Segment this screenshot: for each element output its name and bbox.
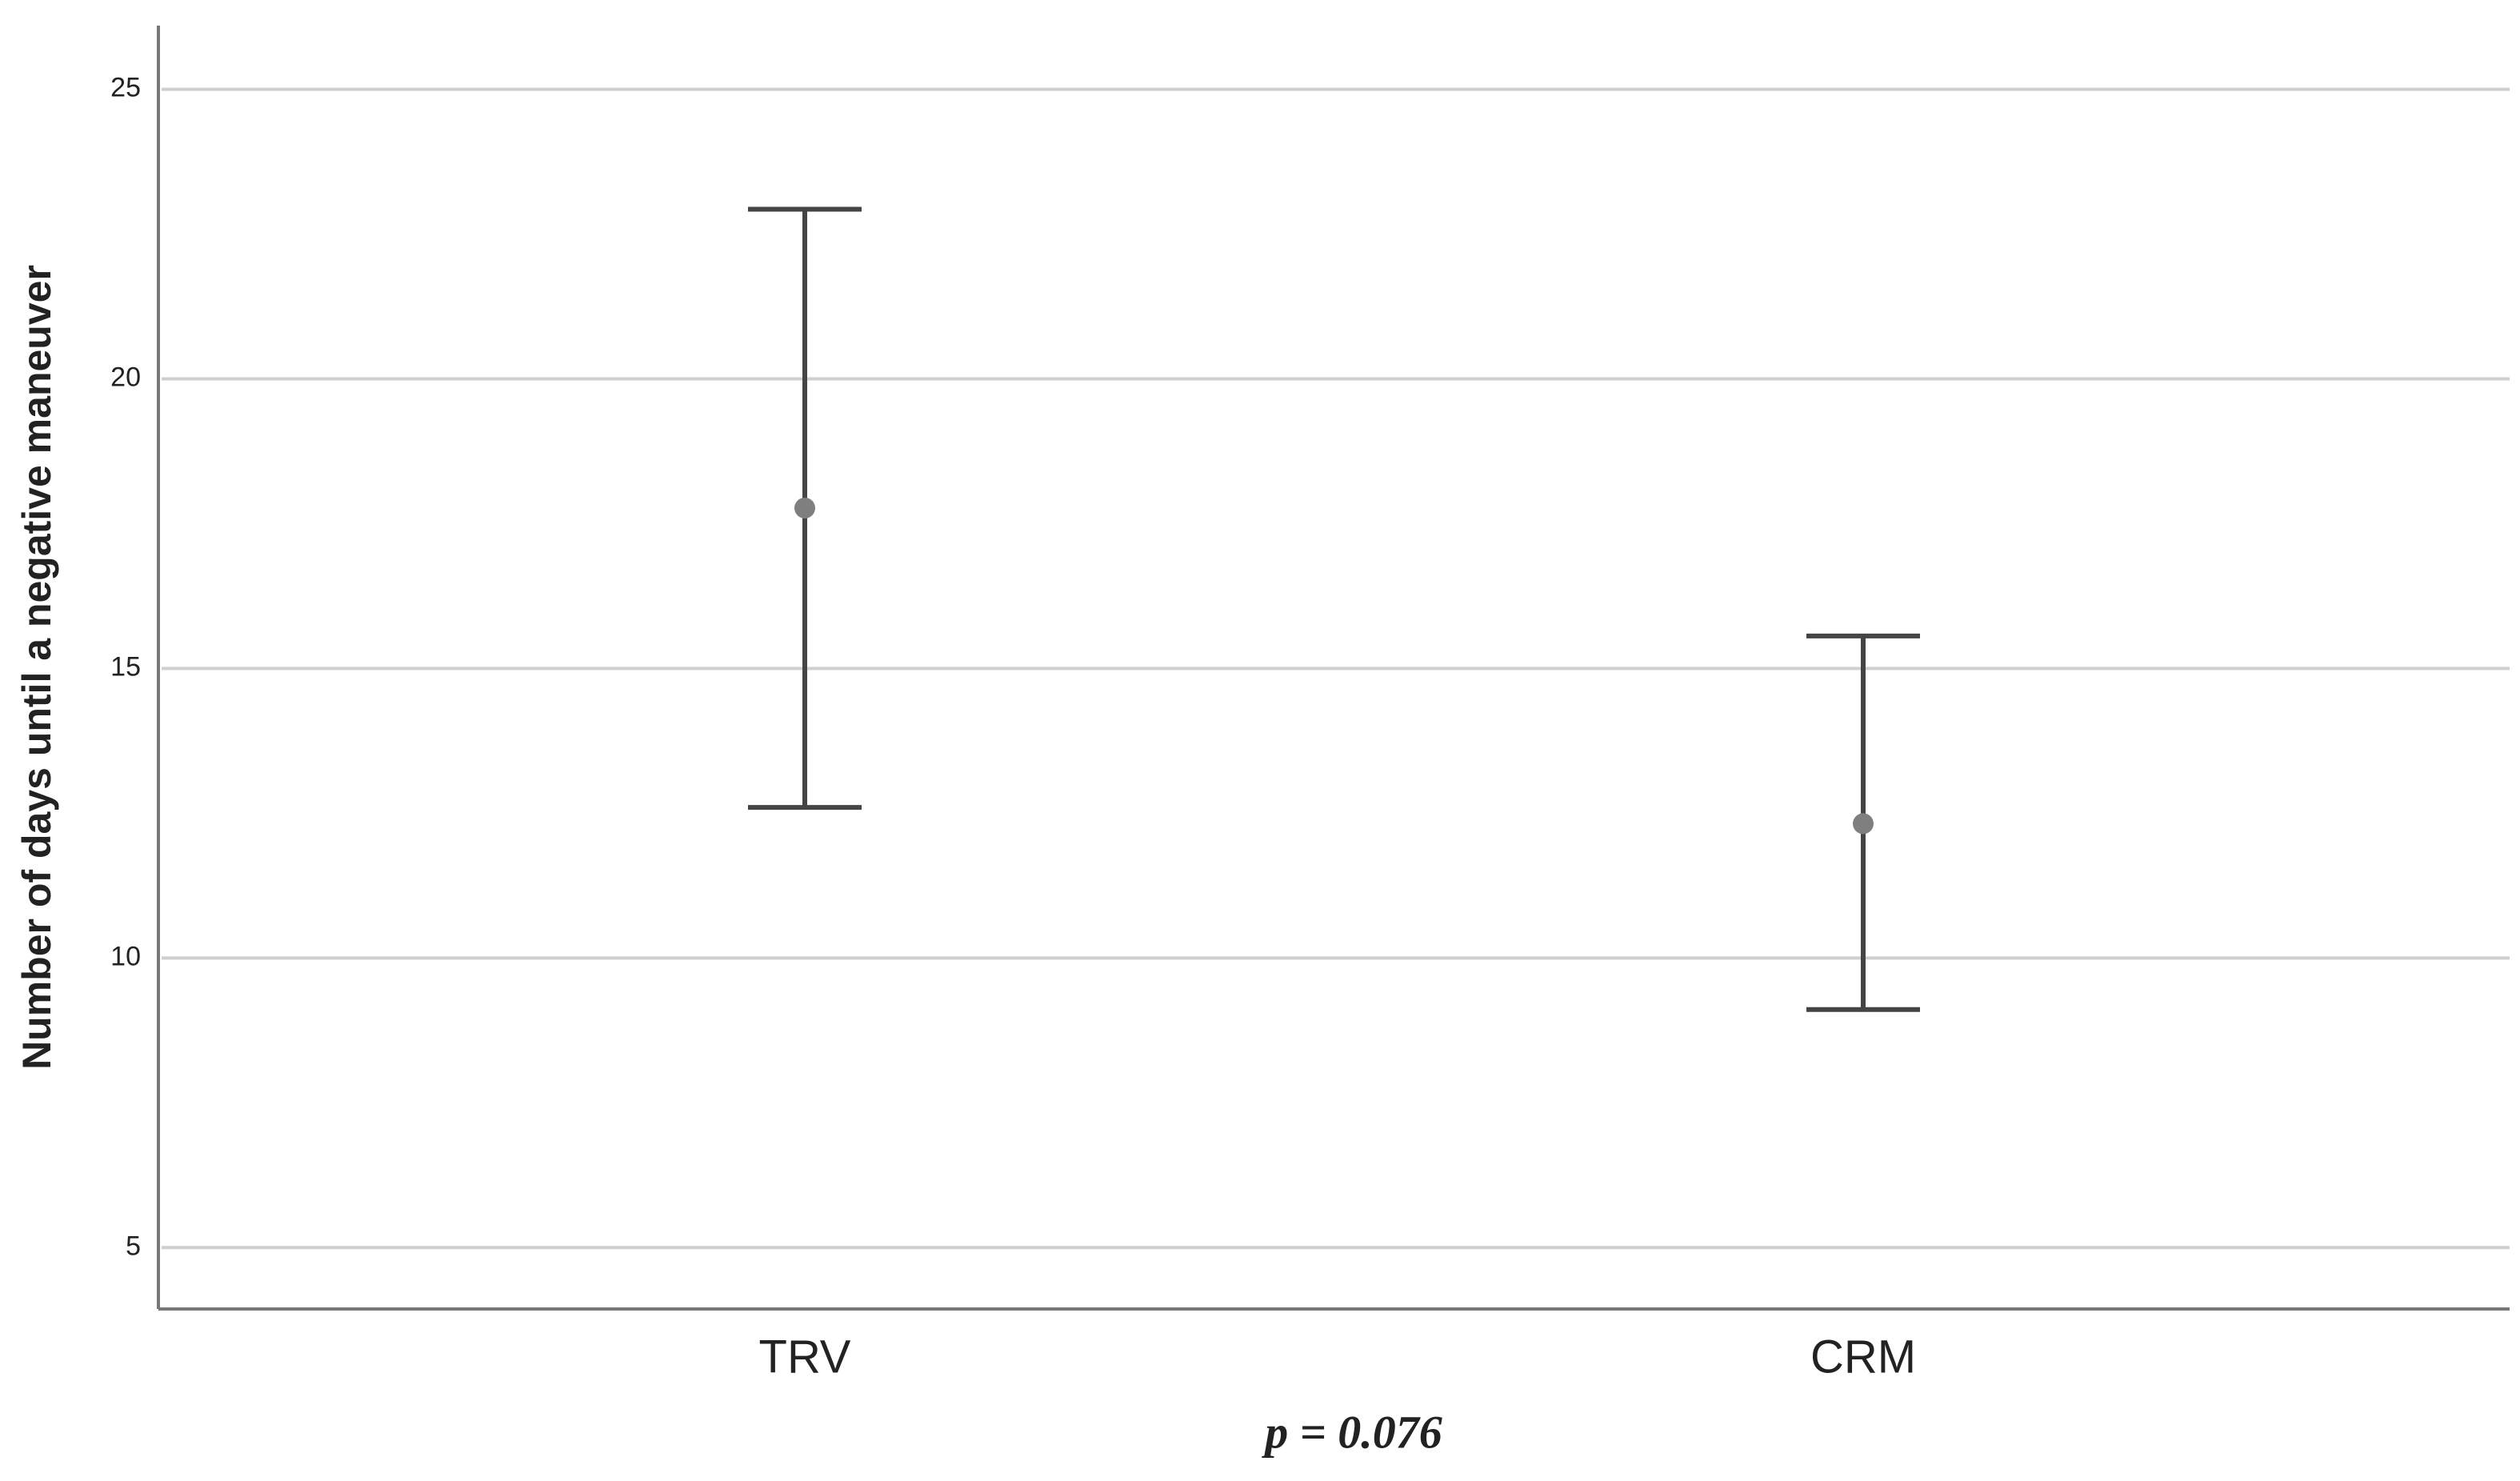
p-value-annotation: p = 0.076 xyxy=(1261,1406,1442,1458)
x-tick-label: TRV xyxy=(759,1331,851,1383)
x-tick-label: CRM xyxy=(1810,1331,1916,1383)
y-tick-label: 15 xyxy=(110,651,141,682)
y-tick-label: 25 xyxy=(110,73,141,103)
mean-point xyxy=(1853,813,1874,835)
y-axis-title: Number of days until a negative maneuver xyxy=(14,265,59,1070)
y-tick-label: 5 xyxy=(126,1231,141,1261)
mean-point xyxy=(794,497,815,518)
y-tick-label: 10 xyxy=(110,941,141,971)
y-tick-label: 20 xyxy=(110,362,141,393)
